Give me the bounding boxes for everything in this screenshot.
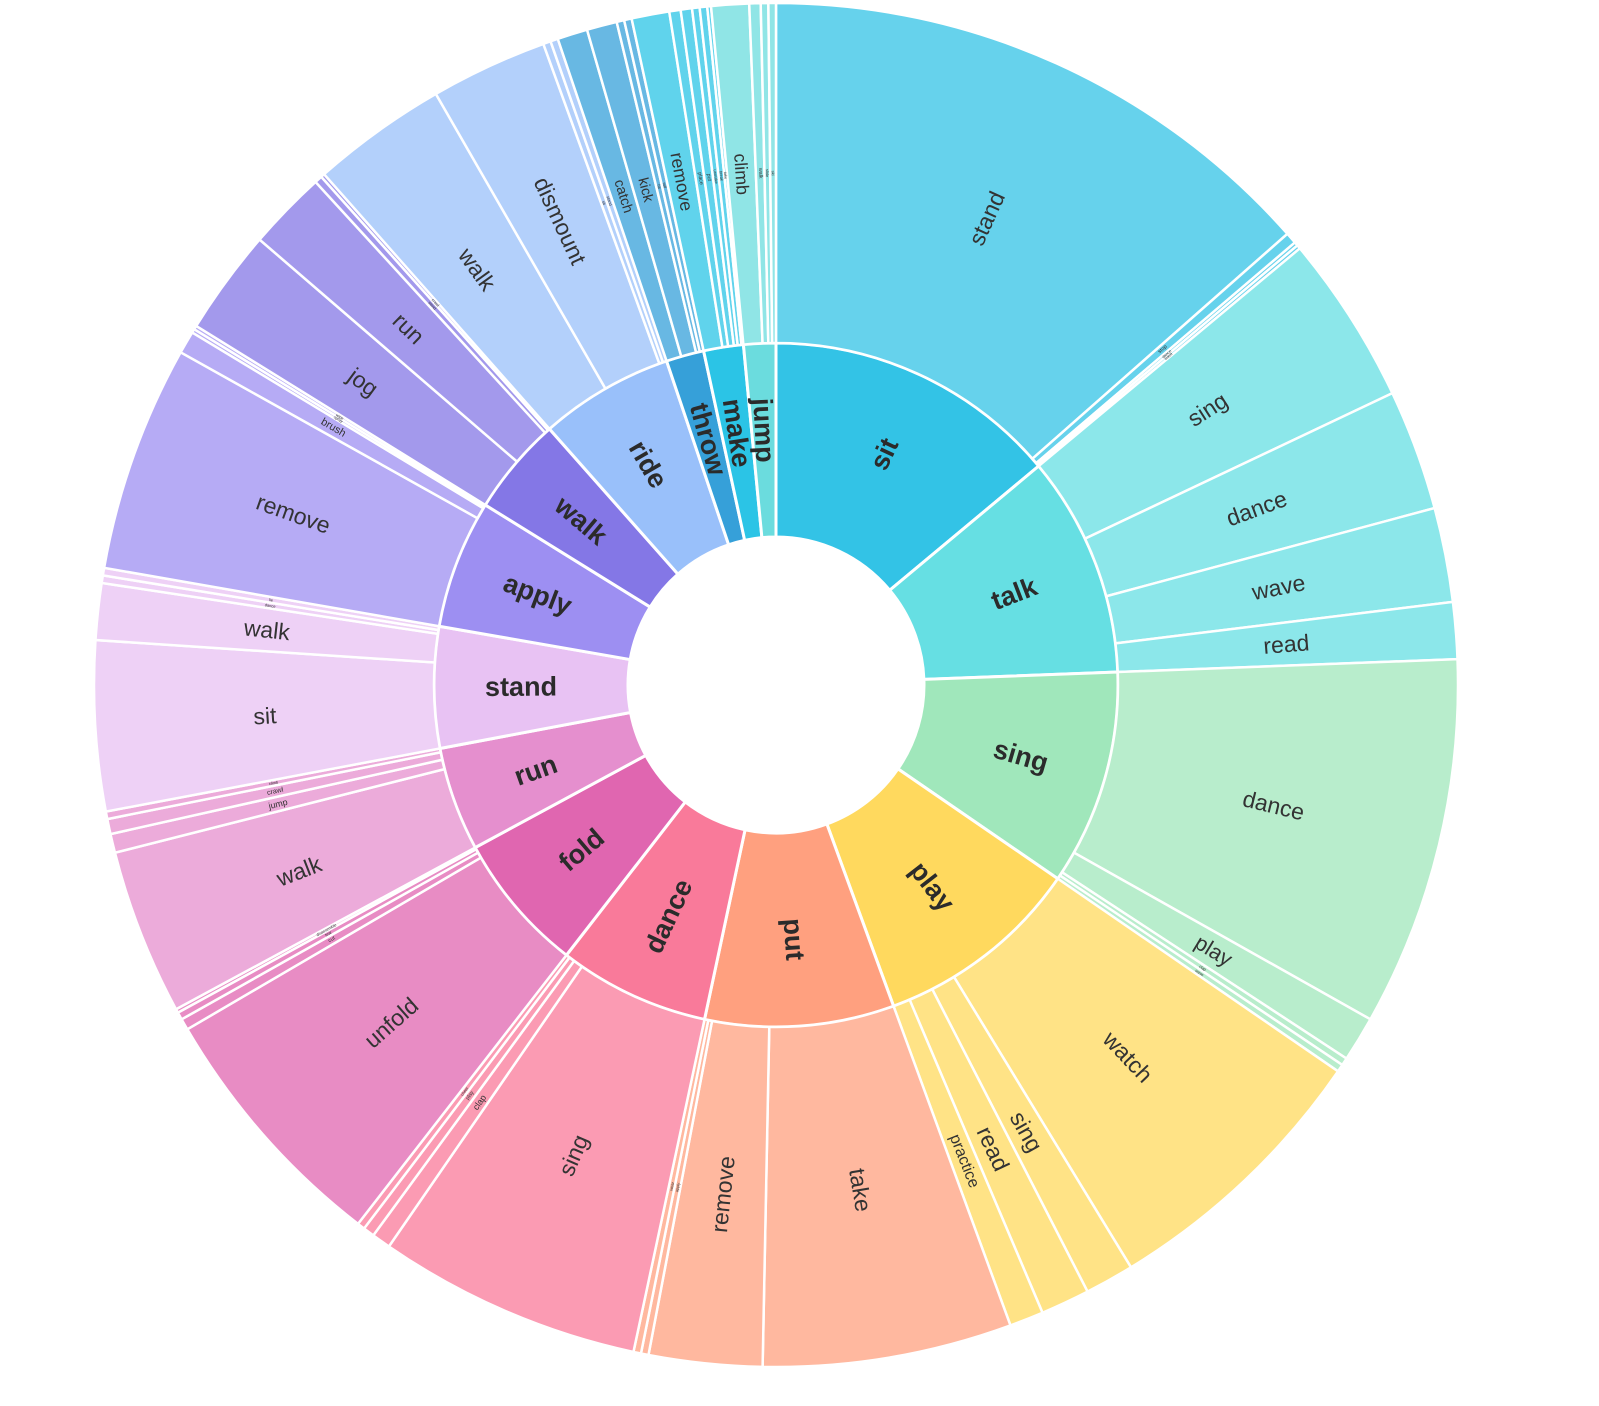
outer-label-apply-wipe: wipe bbox=[335, 412, 345, 421]
outer-label-ride-sit: sit bbox=[601, 200, 607, 206]
outer-segment-jump-ski[interactable] bbox=[767, 1, 778, 345]
outer-label-sit-stop: stop bbox=[1157, 344, 1169, 355]
outer-label-stand-walk: walk bbox=[242, 614, 292, 645]
outer-label-make-put: put bbox=[705, 173, 712, 182]
outer-label-make-take: take bbox=[723, 171, 729, 180]
outer-label-dance-play: play bbox=[465, 1090, 476, 1102]
outer-segment-sing-dance[interactable] bbox=[1072, 657, 1460, 1022]
outer-label-throw-hit: hit bbox=[656, 184, 662, 190]
outer-label-sit-dance: dance bbox=[1161, 348, 1173, 359]
inner-label-jump: jump bbox=[747, 396, 780, 463]
outer-label-put-apply: apply bbox=[674, 1182, 681, 1192]
outer-label-sing-clap: clap bbox=[1198, 964, 1208, 973]
outer-label-dance-cheer: cheer bbox=[459, 1085, 469, 1097]
outer-segment-sit-stand[interactable] bbox=[774, 1, 1290, 461]
outer-label-fold-tear: tear bbox=[324, 929, 333, 937]
outer-label-ride-stand: stand bbox=[606, 195, 614, 206]
outer-label-throw-kick: kick bbox=[634, 176, 656, 205]
inner-label-stand: stand bbox=[485, 672, 557, 703]
outer-label-stand-lie: lie bbox=[269, 597, 275, 603]
outer-label-make-place: place bbox=[696, 172, 704, 185]
outer-label-make-break: break bbox=[718, 171, 724, 181]
outer-label-make-unmake: unmake bbox=[712, 169, 719, 184]
outer-label-talk-read: read bbox=[1262, 629, 1310, 659]
inner-label-put: put bbox=[777, 917, 810, 961]
outer-label-jump-ski: ski bbox=[771, 171, 776, 176]
outer-ring bbox=[92, 1, 1460, 1369]
outer-label-jump-walk: walk bbox=[757, 168, 763, 179]
outer-label-run-jump: jump bbox=[267, 797, 289, 811]
outer-label-put-wear: wear bbox=[668, 1181, 675, 1191]
outer-label-jump-climb: climb bbox=[730, 153, 753, 196]
outer-label-walk-stand: stand bbox=[427, 300, 437, 311]
outer-label-throw-roll: roll bbox=[662, 182, 668, 188]
outer-label-stand-sit: sit bbox=[253, 702, 278, 729]
outer-label-run-climb: climb bbox=[268, 779, 279, 786]
outer-label-sing-wave: wave bbox=[1194, 968, 1205, 978]
outer-label-apply-spray: spray bbox=[333, 414, 344, 423]
outer-label-sit-wave: wave bbox=[1163, 351, 1174, 361]
outer-label-stand-dance: dance bbox=[264, 602, 276, 609]
outer-label-walk-crawl: crawl bbox=[431, 297, 441, 307]
outer-label-jump-slide: slide bbox=[765, 169, 770, 178]
outer-label-fold-cut: cut bbox=[327, 935, 337, 944]
outer-label-run-crawl: crawl bbox=[266, 786, 284, 797]
